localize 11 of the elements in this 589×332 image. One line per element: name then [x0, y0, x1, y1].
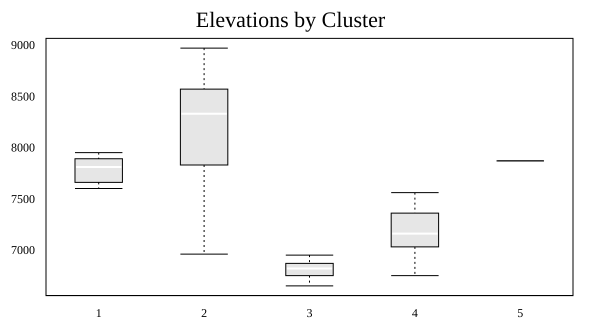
x-tick-label: 4	[412, 306, 418, 320]
x-tick-label: 3	[306, 306, 312, 320]
x-tick-label: 2	[201, 306, 208, 320]
y-tick-label: 8500	[11, 89, 35, 104]
y-tick-label: 9000	[11, 38, 35, 52]
x-tick-label: 1	[96, 306, 102, 320]
y-tick-label: 8000	[11, 140, 35, 155]
y-tick-label: 7500	[11, 192, 35, 206]
y-tick-label: 7000	[11, 243, 35, 258]
x-tick-label: 5	[517, 306, 524, 320]
chart-title: Elevations by Cluster	[196, 6, 386, 32]
